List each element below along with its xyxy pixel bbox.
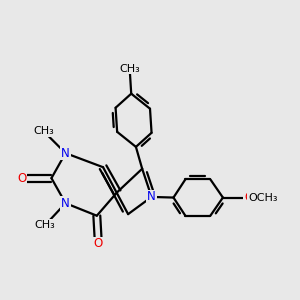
Text: N: N: [61, 197, 70, 210]
Text: N: N: [147, 190, 156, 203]
Text: OCH₃: OCH₃: [248, 193, 278, 202]
Text: CH₃: CH₃: [119, 64, 140, 74]
Text: N: N: [61, 147, 70, 160]
Text: O: O: [94, 237, 103, 250]
Text: CH₃: CH₃: [35, 220, 56, 230]
Text: O: O: [17, 172, 26, 185]
Text: CH₃: CH₃: [33, 126, 54, 136]
Text: O: O: [244, 191, 253, 204]
